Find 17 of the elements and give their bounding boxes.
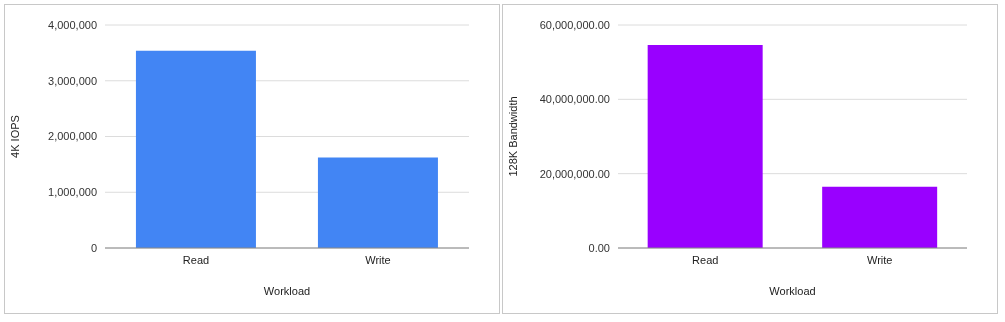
x-axis-title: Workload [263, 285, 311, 297]
x-tick-label: Write [867, 253, 893, 266]
x-tick-label: Read [182, 253, 210, 266]
y-tick-label: 0.00 [588, 241, 610, 254]
y-tick-label: 1,000,000 [48, 186, 97, 199]
y-tick-label: 40,000,000.00 [539, 93, 610, 106]
y-tick-label: 2,000,000 [48, 130, 97, 143]
y-tick-label: 60,000,000.00 [539, 18, 610, 31]
y-tick-label: 0 [90, 241, 97, 254]
y-tick-label: 4,000,000 [48, 18, 97, 31]
x-tick-label: Read [692, 253, 719, 266]
x-tick-label: Write [365, 253, 391, 266]
x-axis-title: Workload [769, 285, 816, 297]
y-axis-title: 128K Bandwidth [506, 96, 519, 177]
y-tick-label: 20,000,000.00 [539, 167, 610, 180]
y-tick-label: 3,000,000 [48, 74, 97, 87]
y-axis-title: 4K IOPS [8, 115, 21, 158]
